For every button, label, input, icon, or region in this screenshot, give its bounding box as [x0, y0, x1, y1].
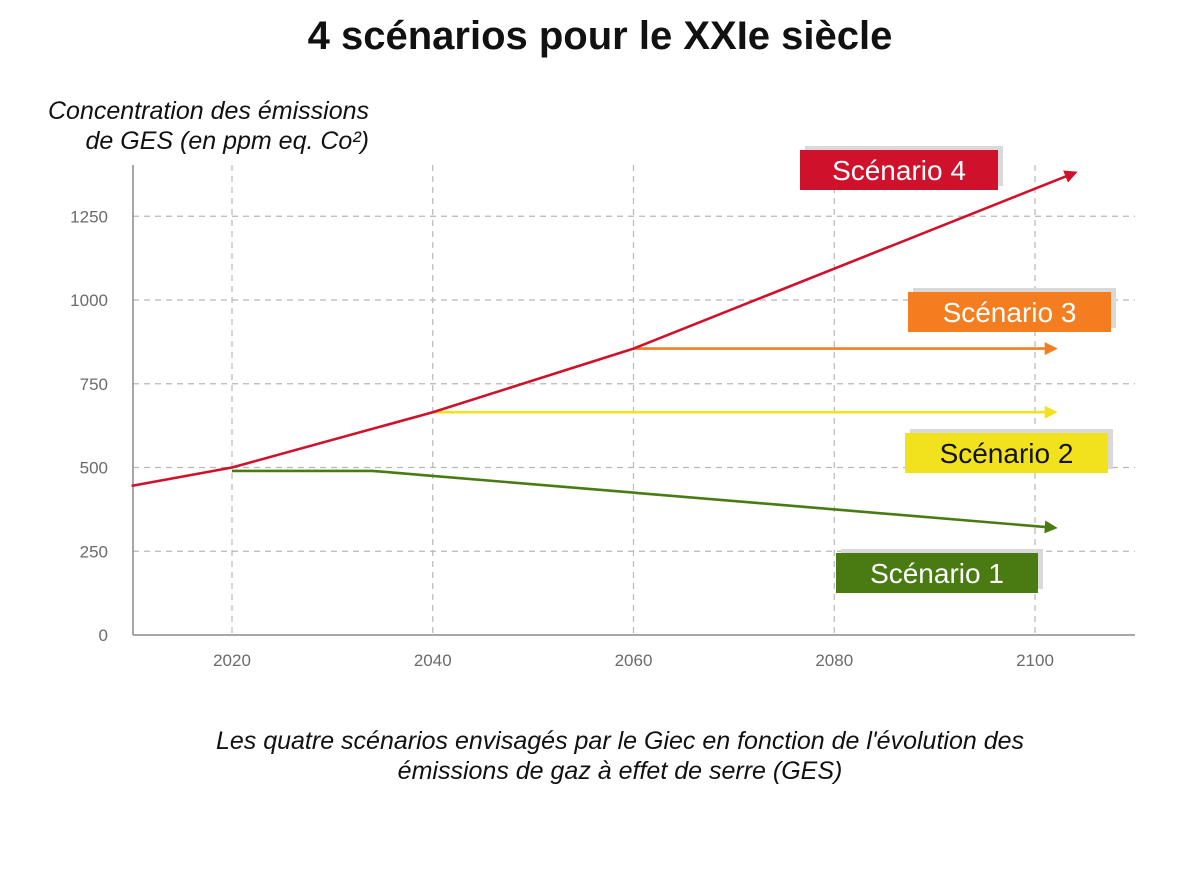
y-tick-label: 250: [80, 542, 108, 561]
x-tick-label: 2060: [615, 651, 653, 670]
scenario-label-text: Scénario 2: [940, 438, 1074, 469]
y-axis-label: Concentration des émissions de GES (en p…: [4, 96, 369, 156]
tick-labels: 0 250 500 750 1000 1250 2020 2040 2060 2080 2100: [70, 207, 1054, 670]
x-tick-label: 2040: [414, 651, 452, 670]
x-tick-label: 2100: [1016, 651, 1054, 670]
series-line-scenario-4: [232, 469, 1058, 534]
y-tick-label: 0: [99, 626, 108, 645]
chart-title: 4 scénarios pour le XXIe siècle: [307, 14, 893, 58]
scenario-label-text: Scénario 3: [943, 297, 1077, 328]
x-tick-label: 2080: [815, 651, 853, 670]
series-lines: [131, 170, 1078, 534]
y-tick-label: 750: [80, 375, 108, 394]
chart-caption: Les quatre scénarios envisagés par le Gi…: [100, 726, 1140, 786]
scenario-label-2: Scénario 2: [905, 429, 1113, 473]
y-tick-label: 1000: [70, 291, 108, 310]
y-tick-label: 500: [80, 459, 108, 478]
y-tick-label: 1250: [70, 207, 108, 226]
caption-line-1: Les quatre scénarios envisagés par le Gi…: [215, 727, 1025, 755]
scenario-label-text: Scénario 1: [870, 558, 1004, 589]
caption-line-2: émissions de gaz à effet de serre (GES): [397, 757, 843, 785]
y-axis-label-line-1: Concentration des émissions: [48, 97, 369, 125]
scenario-label-3: Scénario 3: [908, 288, 1116, 332]
y-axis-label-line-2: de GES (en ppm eq. Co²): [85, 127, 369, 155]
scenario-label-text: Scénario 4: [832, 155, 966, 186]
scenario-labels: Scénario 4 Scénario 3 Scénario 2 Scénario 1: [800, 146, 1116, 593]
scenario-label-1: Scénario 1: [836, 549, 1043, 593]
series-line-scenario-1: [131, 170, 1078, 488]
scenario-label-4: Scénario 4: [800, 146, 1003, 190]
grid: [133, 165, 1135, 635]
axes: [132, 165, 1135, 636]
x-tick-label: 2020: [213, 651, 251, 670]
chart-plot: 0 250 500 750 1000 1250 2020 2040 2060 2080 2100 S…: [70, 146, 1135, 670]
